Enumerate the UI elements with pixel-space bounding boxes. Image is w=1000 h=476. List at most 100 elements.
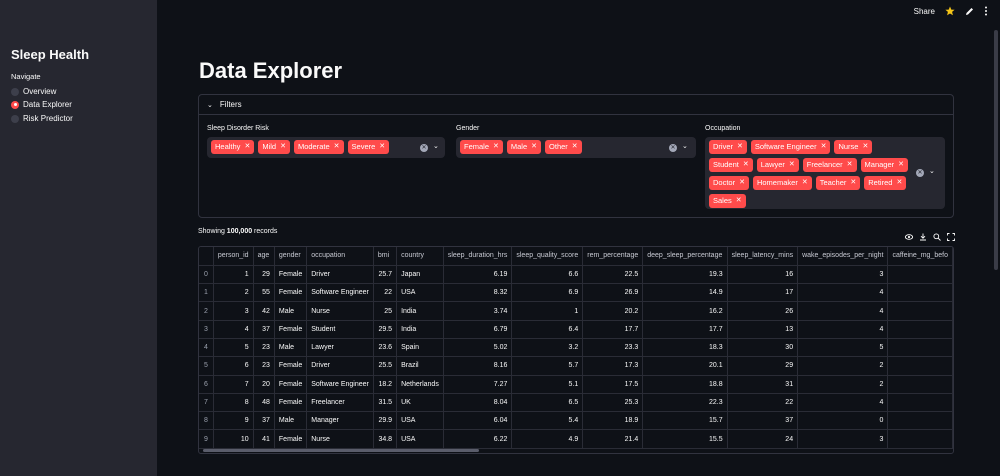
table-cell[interactable]: 4	[797, 393, 889, 413]
table-cell[interactable]: Female	[274, 429, 308, 449]
data-table[interactable]: person_id age gender occupation bmi country sl…	[198, 246, 954, 454]
column-header[interactable]: bmi	[373, 247, 398, 266]
column-header[interactable]: occupation	[306, 247, 374, 266]
table-cell[interactable]	[887, 429, 953, 449]
table-cell[interactable]: Spain	[396, 338, 444, 358]
table-cell[interactable]: Lawyer	[306, 338, 374, 358]
table-cell[interactable]: 2	[213, 283, 254, 303]
table-cell[interactable]: 6.04	[443, 411, 513, 431]
table-cell[interactable]: 17	[727, 283, 799, 303]
table-cell[interactable]: 18.3	[642, 338, 728, 358]
nav-radio-risk-predictor[interactable]: Risk Predictor	[11, 114, 73, 123]
table-cell[interactable]: 22	[373, 283, 398, 303]
table-cell[interactable]	[887, 393, 953, 413]
column-header[interactable]: caffeine_mg_befo	[887, 247, 953, 266]
table-cell[interactable]: 8.32	[443, 283, 513, 303]
column-header[interactable]: age	[253, 247, 275, 266]
page-scrollbar[interactable]	[994, 30, 998, 270]
table-row[interactable]: 9 10 41 Female Nurse 34.8 USA 6.22 4.9 21.4 15.5 24…	[199, 429, 953, 449]
table-cell[interactable]: 34.8	[373, 429, 398, 449]
table-cell[interactable]: 14.9	[642, 283, 728, 303]
table-cell[interactable]: 6	[213, 356, 254, 376]
table-cell[interactable]: India	[396, 301, 444, 321]
risk-multiselect[interactable]: Healthy ✕ Mild ✕ Moderate ✕ Severe ✕ ✕ ⌄	[207, 137, 445, 158]
table-cell[interactable]: 3	[797, 429, 889, 449]
column-header[interactable]: deep_sleep_percentage	[642, 247, 728, 266]
table-cell[interactable]: Netherlands	[396, 375, 444, 394]
table-cell[interactable]: 15.5	[642, 429, 728, 449]
table-cell[interactable]: 19.3	[642, 265, 728, 285]
star-icon[interactable]	[945, 6, 955, 16]
remove-tag-icon[interactable]: ✕	[735, 197, 742, 204]
table-cell[interactable]: Brazil	[396, 356, 444, 376]
table-cell[interactable]: Male	[274, 301, 308, 321]
table-cell[interactable]: Female	[274, 320, 308, 339]
table-cell[interactable]: 1	[511, 301, 584, 321]
table-cell[interactable]: 8.16	[443, 356, 513, 376]
table-cell[interactable]: Manager	[306, 411, 374, 431]
table-cell[interactable]: 4.9	[511, 429, 584, 449]
table-cell[interactable]: 17.7	[642, 320, 728, 339]
table-cell[interactable]: 18.8	[642, 375, 728, 394]
remove-tag-icon[interactable]: ✕	[820, 143, 827, 150]
table-cell[interactable]: 23	[253, 356, 275, 376]
table-cell[interactable]: Male	[274, 411, 308, 431]
table-cell[interactable]: 37	[253, 320, 275, 339]
column-header[interactable]: wake_episodes_per_night	[797, 247, 889, 266]
remove-tag-icon[interactable]: ✕	[846, 161, 853, 168]
table-cell[interactable]: USA	[396, 411, 444, 431]
table-cell[interactable]	[887, 301, 953, 321]
table-cell[interactable]: Freelancer	[306, 393, 374, 413]
table-cell[interactable]: Male	[274, 338, 308, 358]
table-cell[interactable]: Driver	[306, 265, 374, 285]
table-cell[interactable]: 3.74	[443, 301, 513, 321]
table-cell[interactable]: 16.2	[642, 301, 728, 321]
column-header[interactable]: person_id	[213, 247, 254, 266]
table-cell[interactable]: Female	[274, 283, 308, 303]
table-cell[interactable]: 30	[727, 338, 799, 358]
table-cell[interactable]: 4	[797, 320, 889, 339]
table-cell[interactable]: 26.9	[582, 283, 644, 303]
table-cell[interactable]: 6.6	[511, 265, 584, 285]
remove-tag-icon[interactable]: ✕	[333, 143, 340, 150]
table-cell[interactable]	[887, 265, 953, 285]
table-cell[interactable]: 25.3	[582, 393, 644, 413]
nav-radio-data-explorer[interactable]: Data Explorer	[11, 100, 72, 109]
table-cell[interactable]: 25.5	[373, 356, 398, 376]
share-button[interactable]: Share	[913, 6, 935, 16]
clear-all-icon[interactable]: ✕	[916, 169, 924, 177]
table-row[interactable]: 4 5 23 Male Lawyer 23.6 Spain 5.02 3.2 23.3 18.3 30…	[199, 338, 953, 358]
table-cell[interactable]: USA	[396, 283, 444, 303]
table-cell[interactable]: 17.3	[582, 356, 644, 376]
table-cell[interactable]: 22.3	[642, 393, 728, 413]
table-horizontal-scrollbar[interactable]	[203, 449, 479, 452]
table-cell[interactable]	[887, 411, 953, 431]
table-cell[interactable]: 6.9	[511, 283, 584, 303]
table-cell[interactable]: 41	[253, 429, 275, 449]
filters-expander-header[interactable]: ⌄ Filters	[199, 95, 953, 115]
table-cell[interactable]: 18.9	[582, 411, 644, 431]
table-row[interactable]: 8 9 37 Male Manager 29.9 USA 6.04 5.4 18.9 15.7 37 0	[199, 411, 953, 431]
table-cell[interactable]: 4	[797, 283, 889, 303]
table-cell[interactable]: 3	[797, 265, 889, 285]
remove-tag-icon[interactable]: ✕	[280, 143, 286, 150]
column-header[interactable]: sleep_quality_score	[511, 247, 584, 266]
remove-tag-icon[interactable]: ✕	[862, 143, 869, 150]
table-cell[interactable]: 13	[727, 320, 799, 339]
table-cell[interactable]	[887, 320, 953, 339]
fullscreen-icon[interactable]	[947, 233, 955, 243]
remove-tag-icon[interactable]: ✕	[788, 161, 795, 168]
remove-tag-icon[interactable]: ✕	[896, 179, 903, 186]
table-cell[interactable]: 55	[253, 283, 275, 303]
table-cell[interactable]: USA	[396, 429, 444, 449]
table-cell[interactable]: Female	[274, 265, 308, 285]
table-cell[interactable]: 23.6	[373, 338, 398, 358]
table-cell[interactable]: 37	[253, 411, 275, 431]
table-cell[interactable]: Student	[306, 320, 374, 339]
table-cell[interactable]: Driver	[306, 356, 374, 376]
table-cell[interactable]: 17.5	[582, 375, 644, 394]
table-cell[interactable]: 20.2	[582, 301, 644, 321]
table-cell[interactable]: 31	[727, 375, 799, 394]
table-row[interactable]: 0 1 29 Female Driver 25.7 Japan 6.19 6.6 22.5 19.3…	[199, 265, 953, 285]
table-cell[interactable]: Software Engineer	[306, 375, 374, 394]
